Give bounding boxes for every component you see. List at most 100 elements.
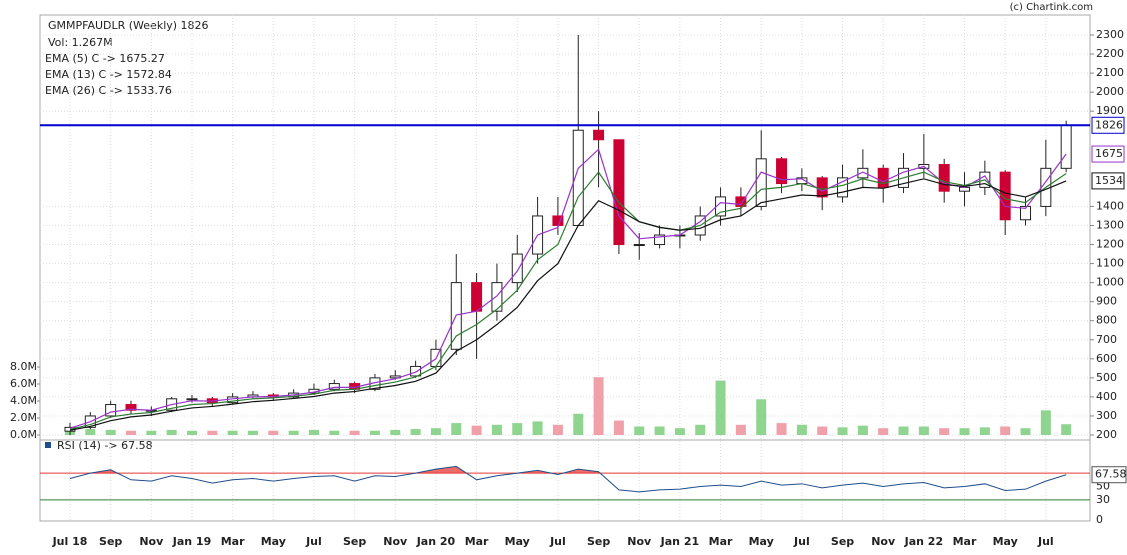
x-tick-label: Mar: [221, 535, 245, 548]
volume-bar: [349, 430, 360, 435]
candle-body: [837, 177, 849, 198]
ema-line: [69, 171, 1067, 430]
volume-bar: [390, 429, 401, 435]
x-tick-label: Nov: [139, 535, 164, 548]
y-tick-label: 400: [1096, 390, 1117, 403]
volume-bar: [227, 430, 238, 435]
volume-bar: [430, 428, 441, 435]
candle-body: [633, 244, 645, 247]
volume-tick-label: 2.0M: [10, 411, 37, 424]
y-tick-label: 2000: [1096, 85, 1124, 98]
volume-bar: [207, 430, 218, 435]
volume-bar: [573, 413, 584, 435]
x-tick-label: May: [749, 535, 774, 548]
price-marker-box: [1091, 116, 1125, 134]
y-tick-label: 1000: [1096, 276, 1124, 289]
volume-bar: [796, 424, 807, 435]
candle-body: [125, 404, 137, 411]
x-tick-label: Mar: [953, 535, 977, 548]
volume-bar: [613, 420, 624, 435]
volume-bar: [959, 428, 970, 435]
rsi-overbought-area: [70, 466, 1067, 474]
volume-bar: [1000, 426, 1011, 435]
volume-tick-label: 6.0M: [10, 377, 37, 390]
volume-bar: [1040, 410, 1051, 435]
candle-body: [491, 282, 503, 312]
x-tick-label: Jul: [1037, 535, 1054, 548]
candle-body: [877, 167, 889, 188]
y-tick-label: 1100: [1096, 257, 1124, 270]
volume-bar: [979, 427, 990, 435]
candle-body: [1020, 205, 1032, 221]
legend-entry: EMA (13) C -> 1572.84: [45, 68, 172, 81]
x-tick-label: Jan 21: [660, 535, 699, 548]
volume-bar: [471, 425, 482, 435]
y-tick-label: 200: [1096, 428, 1117, 441]
candle-body: [552, 215, 564, 226]
candle-body: [938, 164, 950, 192]
volume-bar: [857, 425, 868, 435]
volume-bar: [715, 380, 726, 435]
candle-body: [511, 253, 523, 284]
volume-bar: [552, 424, 563, 435]
volume-bar: [674, 428, 685, 435]
y-tick-label: 800: [1096, 314, 1117, 327]
candle-body: [471, 282, 483, 312]
rsi-marker-box: [1091, 466, 1127, 484]
volume-bar: [85, 429, 96, 435]
price-marker-box: [1091, 145, 1125, 163]
x-tick-label: May: [505, 535, 530, 548]
copyright: (c) Chartink.com: [1010, 2, 1093, 13]
candle-body: [999, 171, 1011, 221]
volume-bar: [939, 428, 950, 435]
candle-body: [1060, 124, 1072, 169]
y-tick-label: 700: [1096, 333, 1117, 346]
legend-entry: EMA (26) C -> 1533.76: [45, 84, 172, 97]
volume-bar: [776, 423, 787, 435]
volume-bar: [898, 426, 909, 435]
volume-bar: [878, 428, 889, 435]
volume-bar: [756, 399, 767, 435]
x-tick-label: Sep: [99, 535, 122, 548]
volume-bar: [1020, 428, 1031, 435]
volume-bar: [288, 430, 299, 435]
ema-line: [69, 178, 1067, 431]
legend-entry: EMA (5) C -> 1675.27: [45, 52, 165, 65]
y-tick-label: 1200: [1096, 238, 1124, 251]
volume-bar: [268, 430, 279, 435]
x-tick-label: Jan 22: [904, 535, 943, 548]
y-tick-label: 900: [1096, 295, 1117, 308]
rsi-line: [69, 465, 1067, 493]
x-tick-label: Sep: [831, 535, 854, 548]
rsi-marker-label: 67.58: [1095, 468, 1127, 481]
x-tick-label: Jul 18: [52, 535, 88, 548]
x-tick-label: Mar: [709, 535, 733, 548]
candle-body: [328, 383, 340, 390]
candle-body: [755, 158, 767, 207]
volume-bar: [837, 427, 848, 435]
y-tick-label: 1400: [1096, 199, 1124, 212]
y-tick-label: 2300: [1096, 28, 1124, 41]
y-tick-label: 500: [1096, 371, 1117, 384]
volume-tick-label: 0.0M: [10, 428, 37, 441]
y-tick-label: 2100: [1096, 66, 1124, 79]
x-tick-label: Sep: [343, 535, 366, 548]
x-tick-label: Jan 19: [172, 535, 211, 548]
volume-bar: [654, 426, 665, 435]
x-tick-label: Mar: [465, 535, 489, 548]
volume-bar: [369, 430, 380, 435]
volume-bar: [125, 430, 136, 435]
volume-bar: [634, 426, 645, 435]
x-tick-label: Sep: [587, 535, 610, 548]
volume-bar: [735, 424, 746, 435]
x-tick-label: May: [261, 535, 286, 548]
candle-body: [816, 177, 828, 198]
price-marker-box: [1091, 172, 1125, 190]
candle-body: [715, 196, 727, 217]
volume-bar: [593, 377, 604, 435]
rsi-tick-label: 30: [1096, 493, 1110, 506]
volume-bar: [410, 429, 421, 435]
volume-tick-label: 8.0M: [10, 360, 37, 373]
volume-bar: [186, 430, 197, 435]
price-marker-label: 1534: [1095, 174, 1123, 187]
